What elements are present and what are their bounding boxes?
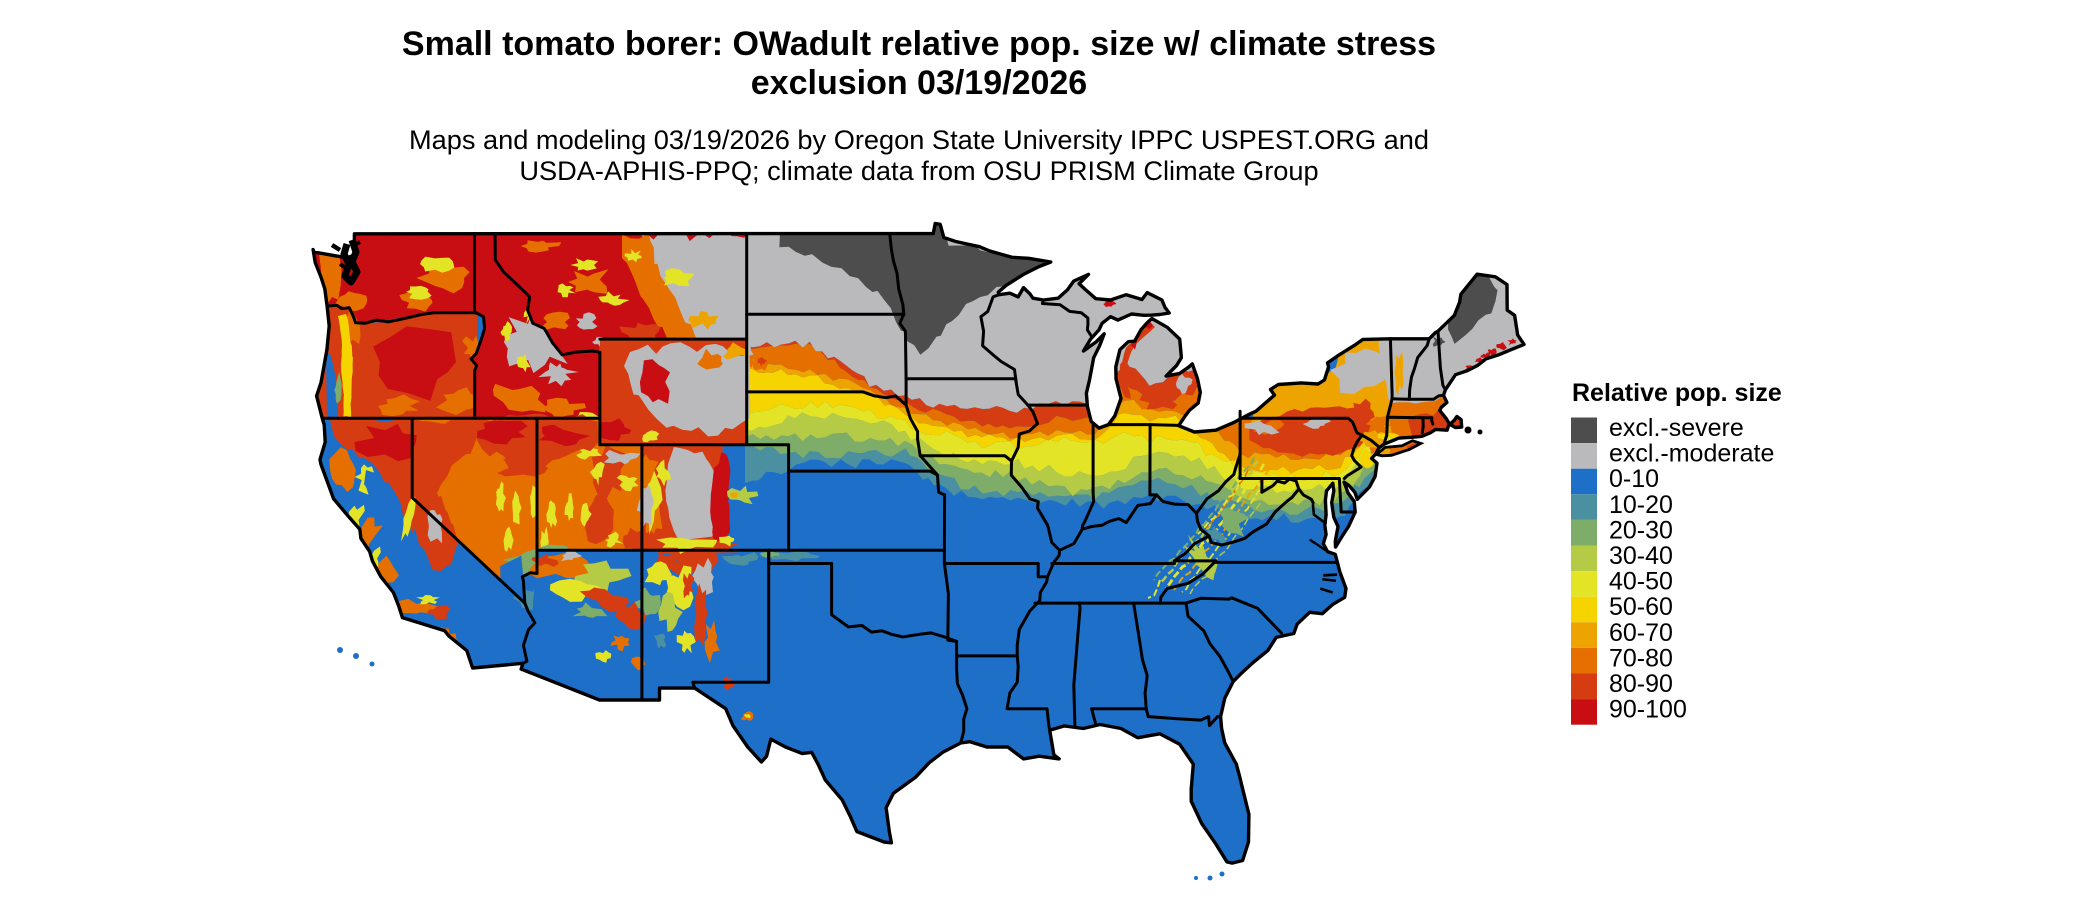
svg-text:Maps and modeling 03/19/2026 b: Maps and modeling 03/19/2026 by Oregon S… [409,124,1429,155]
svg-text:excl.-severe: excl.-severe [1609,414,1744,442]
svg-text:exclusion 03/19/2026: exclusion 03/19/2026 [751,64,1087,102]
svg-text:60-70: 60-70 [1609,619,1673,647]
svg-text:USDA-APHIS-PPQ; climate data f: USDA-APHIS-PPQ; climate data from OSU PR… [519,155,1318,186]
svg-text:excl.-moderate: excl.-moderate [1609,440,1774,468]
svg-text:0-10: 0-10 [1609,465,1659,493]
svg-text:Small tomato borer: OWadult re: Small tomato borer: OWadult relative pop… [402,25,1436,63]
svg-text:50-60: 50-60 [1609,593,1673,621]
svg-text:70-80: 70-80 [1609,644,1673,672]
svg-text:40-50: 40-50 [1609,568,1673,596]
svg-text:Relative pop. size: Relative pop. size [1572,379,1782,407]
svg-text:10-20: 10-20 [1609,491,1673,519]
svg-text:30-40: 30-40 [1609,542,1673,570]
svg-text:20-30: 20-30 [1609,516,1673,544]
svg-text:90-100: 90-100 [1609,696,1687,724]
svg-text:80-90: 80-90 [1609,670,1673,698]
